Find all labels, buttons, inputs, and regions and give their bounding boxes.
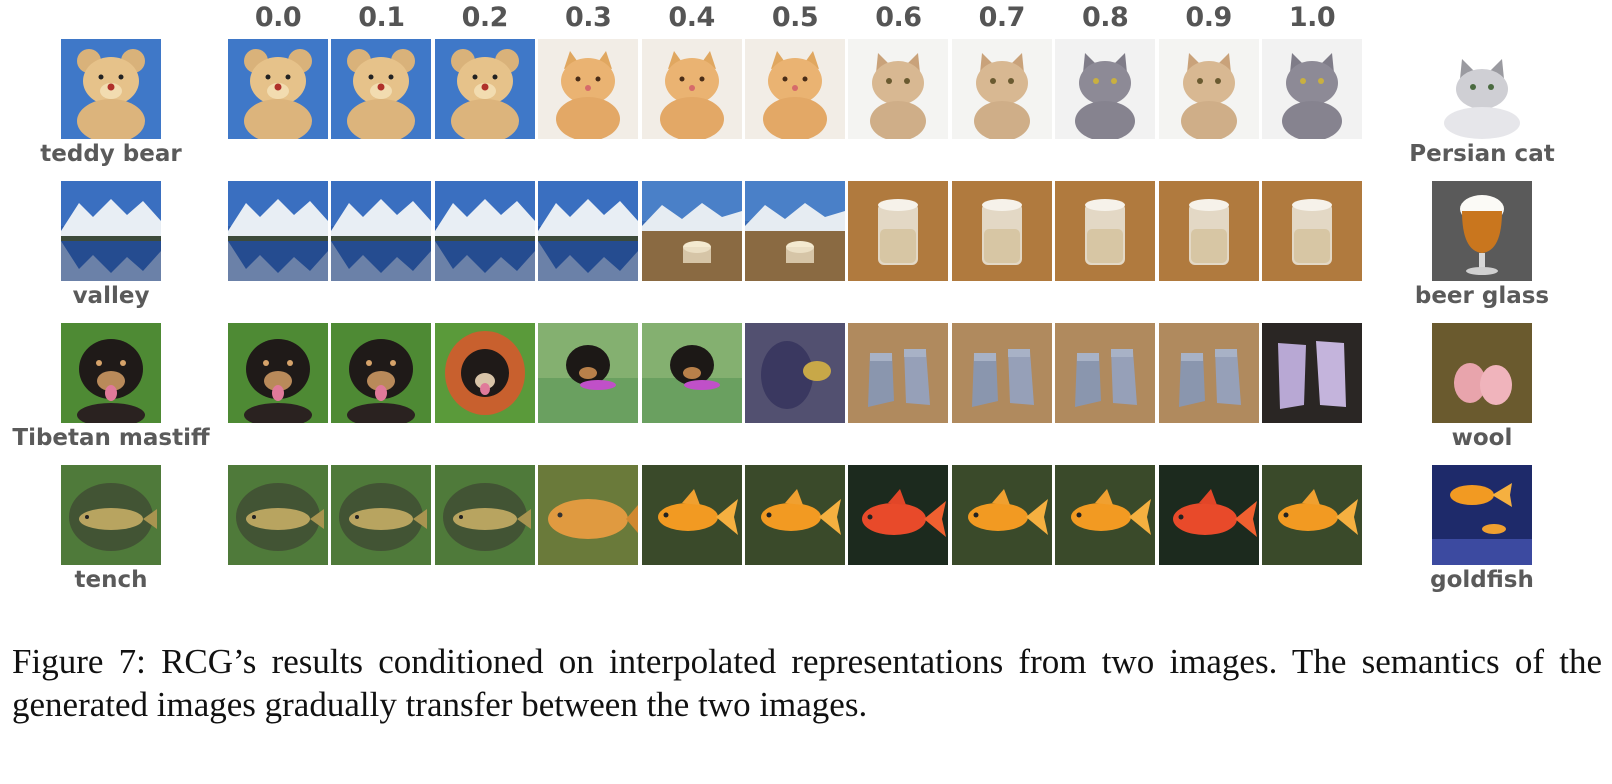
interpolated-image bbox=[1158, 39, 1259, 139]
wool-image bbox=[1432, 323, 1532, 423]
interpolated-image bbox=[1262, 323, 1362, 423]
interpolated-image bbox=[434, 323, 535, 423]
interpolated-image bbox=[951, 39, 1052, 139]
beer-glass-image bbox=[1432, 181, 1532, 281]
alpha-label: 1.0 bbox=[1288, 2, 1336, 33]
interpolated-image bbox=[331, 323, 432, 423]
tibetan-mastiff-image bbox=[61, 323, 161, 423]
teddy-bear-image bbox=[61, 39, 161, 139]
target-class-label: wool bbox=[1451, 425, 1513, 451]
interpolated-image bbox=[331, 39, 432, 139]
interpolated-image bbox=[848, 465, 949, 565]
interpolated-image bbox=[641, 181, 742, 281]
interpolated-image bbox=[1158, 323, 1259, 423]
source-class-label: teddy bear bbox=[40, 141, 182, 167]
alpha-label: 0.8 bbox=[1082, 2, 1129, 33]
source-class-label: valley bbox=[72, 283, 150, 309]
valley-image bbox=[61, 181, 161, 281]
alpha-label: 0.5 bbox=[771, 2, 819, 33]
alpha-label: 0.4 bbox=[668, 2, 715, 33]
interpolated-image bbox=[538, 39, 639, 139]
interpolated-image bbox=[1055, 465, 1156, 565]
target-class-label: Persian cat bbox=[1409, 141, 1555, 167]
interpolated-image bbox=[228, 465, 328, 565]
interpolated-image bbox=[434, 465, 535, 565]
interpolated-image bbox=[538, 323, 639, 423]
tench-image bbox=[61, 465, 161, 565]
alpha-label: 0.7 bbox=[978, 2, 1026, 33]
interpolated-image bbox=[1158, 465, 1259, 565]
interpolated-image bbox=[951, 323, 1052, 423]
interpolated-image bbox=[1055, 181, 1156, 281]
interpolated-image bbox=[434, 39, 535, 139]
interpolated-image bbox=[745, 39, 845, 139]
interpolated-image bbox=[848, 323, 949, 423]
interpolated-image bbox=[641, 465, 742, 565]
goldfish-image bbox=[1432, 465, 1532, 565]
interpolated-image bbox=[951, 181, 1052, 281]
source-class-label: tench bbox=[74, 567, 148, 593]
interpolated-image bbox=[951, 465, 1052, 565]
alpha-label: 0.3 bbox=[565, 2, 612, 33]
interpolated-image bbox=[848, 181, 949, 281]
interpolated-image bbox=[745, 181, 845, 281]
interpolated-image bbox=[641, 323, 742, 423]
source-class-label: Tibetan mastiff bbox=[12, 425, 210, 451]
interpolated-image bbox=[1262, 39, 1362, 139]
alpha-label: 0.6 bbox=[875, 2, 922, 33]
interpolated-image bbox=[1262, 465, 1362, 565]
interpolated-image bbox=[848, 39, 949, 139]
alpha-label: 0.9 bbox=[1185, 2, 1232, 33]
alpha-label: 0.0 bbox=[254, 2, 302, 33]
interpolated-image bbox=[1055, 39, 1156, 139]
persian-cat-image bbox=[1432, 39, 1532, 139]
interpolated-image bbox=[331, 465, 432, 565]
alpha-label: 0.1 bbox=[358, 2, 405, 33]
interpolation-figure: 0.0 0.1 0.2 0.3 0.4 0.5 0.6 0.7 0.8 0.9 1.0 teddy b… bbox=[12, 2, 1555, 593]
target-class-label: beer glass bbox=[1414, 283, 1550, 309]
interpolated-image bbox=[228, 181, 328, 281]
interpolated-image bbox=[434, 181, 535, 281]
interpolated-image bbox=[228, 323, 328, 423]
interpolated-image bbox=[538, 465, 639, 565]
interpolated-image bbox=[641, 39, 742, 139]
alpha-label: 0.2 bbox=[461, 2, 509, 33]
interpolated-image bbox=[1158, 181, 1259, 281]
interpolated-image bbox=[1055, 323, 1156, 423]
interpolated-image bbox=[1262, 181, 1362, 281]
interpolated-image bbox=[331, 181, 432, 281]
interpolated-image bbox=[538, 181, 639, 281]
interpolated-image bbox=[228, 39, 328, 139]
target-class-label: goldfish bbox=[1430, 567, 1534, 593]
interpolated-image bbox=[745, 465, 845, 565]
figure-caption: Figure 7: RCG’s results conditioned on i… bbox=[12, 642, 1602, 724]
interpolated-image bbox=[745, 323, 845, 423]
